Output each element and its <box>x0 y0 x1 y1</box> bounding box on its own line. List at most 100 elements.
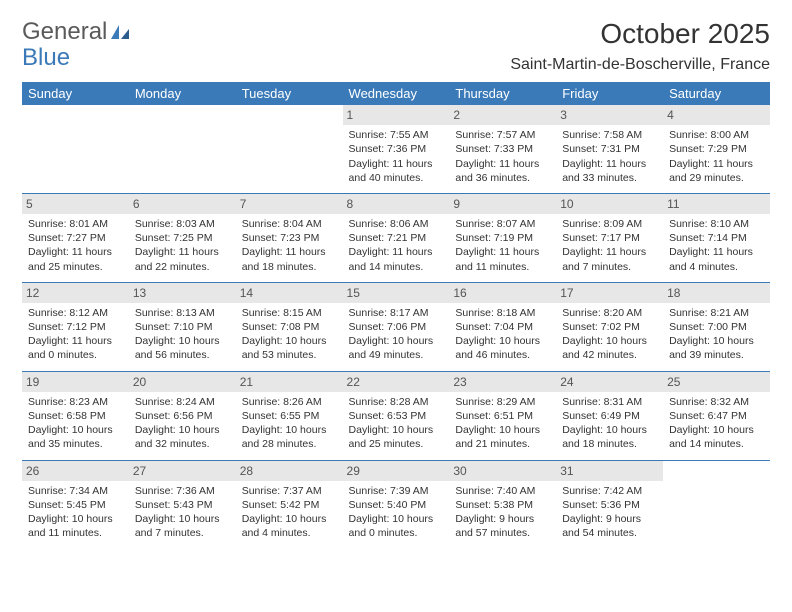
day-number: 18 <box>663 283 770 303</box>
day-number: 29 <box>343 461 450 481</box>
calendar-header-row: SundayMondayTuesdayWednesdayThursdayFrid… <box>22 82 770 105</box>
calendar-day-cell: 20Sunrise: 8:24 AMSunset: 6:56 PMDayligh… <box>129 371 236 460</box>
daylight-line: Daylight: 10 hours and 25 minutes. <box>349 423 444 451</box>
day-number: 31 <box>556 461 663 481</box>
weekday-header: Wednesday <box>343 82 450 105</box>
calendar-day-cell: 13 Sunrise: 8:13 AMSunset: 7:10 PMDayligh… <box>129 282 236 371</box>
header: General October 2025 <box>22 18 770 50</box>
sunset-line: Sunset: 7:27 PM <box>28 231 123 245</box>
day-number: 9 <box>449 194 556 214</box>
sunset-line: Sunset: 7:19 PM <box>455 231 550 245</box>
sunset-line: Sunset: 7:21 PM <box>349 231 444 245</box>
calendar-day-cell: 18Sunrise: 8:21 AMSunset: 7:00 PMDayligh… <box>663 282 770 371</box>
calendar-day-cell: 27Sunrise: 7:36 AMSunset: 5:43 PMDayligh… <box>129 460 236 548</box>
calendar-day-cell: 25Sunrise: 8:32 AMSunset: 6:47 PMDayligh… <box>663 371 770 460</box>
sunset-line: Sunset: 7:31 PM <box>562 142 657 156</box>
sunrise-line: Sunrise: 8:20 AM <box>562 306 657 320</box>
calendar-day-cell <box>663 460 770 548</box>
calendar-body: 1Sunrise: 7:55 AMSunset: 7:36 PMDaylight… <box>22 105 770 548</box>
sunrise-line: Sunrise: 8:18 AM <box>455 306 550 320</box>
day-number: 20 <box>129 372 236 392</box>
daylight-line: Daylight: 10 hours and 35 minutes. <box>28 423 123 451</box>
calendar-day-cell: 19Sunrise: 8:23 AMSunset: 6:58 PMDayligh… <box>22 371 129 460</box>
calendar-day-cell: 8Sunrise: 8:06 AMSunset: 7:21 PMDaylight… <box>343 193 450 282</box>
daylight-line: Daylight: 10 hours and 21 minutes. <box>455 423 550 451</box>
daylight-line: Daylight: 10 hours and 39 minutes. <box>669 334 764 362</box>
day-number: 24 <box>556 372 663 392</box>
weekday-header: Tuesday <box>236 82 343 105</box>
calendar-week-row: 26Sunrise: 7:34 AMSunset: 5:45 PMDayligh… <box>22 460 770 548</box>
day-number: 19 <box>22 372 129 392</box>
sunset-line: Sunset: 7:02 PM <box>562 320 657 334</box>
daylight-line: Daylight: 10 hours and 18 minutes. <box>562 423 657 451</box>
calendar-day-cell: 5Sunrise: 8:01 AMSunset: 7:27 PMDaylight… <box>22 193 129 282</box>
daylight-line: Daylight: 11 hours and 11 minutes. <box>455 245 550 273</box>
daylight-line: Daylight: 11 hours and 29 minutes. <box>669 157 764 185</box>
daylight-line: Daylight: 10 hours and 49 minutes. <box>349 334 444 362</box>
sunrise-line: Sunrise: 7:34 AM <box>28 484 123 498</box>
sunset-line: Sunset: 7:29 PM <box>669 142 764 156</box>
sunset-line: Sunset: 7:10 PM <box>135 320 230 334</box>
title-block: October 2025 <box>600 18 770 50</box>
calendar-day-cell: 31Sunrise: 7:42 AMSunset: 5:36 PMDayligh… <box>556 460 663 548</box>
calendar-day-cell: 1Sunrise: 7:55 AMSunset: 7:36 PMDaylight… <box>343 105 450 193</box>
day-number: 13 <box>129 283 236 303</box>
calendar-day-cell: 16Sunrise: 8:18 AMSunset: 7:04 PMDayligh… <box>449 282 556 371</box>
logo-word-1: General <box>22 18 107 46</box>
logo: General <box>22 18 133 46</box>
sunset-line: Sunset: 6:53 PM <box>349 409 444 423</box>
daylight-line: Daylight: 11 hours and 25 minutes. <box>28 245 123 273</box>
calendar-day-cell: 4Sunrise: 8:00 AMSunset: 7:29 PMDaylight… <box>663 105 770 193</box>
sunrise-line: Sunrise: 7:42 AM <box>562 484 657 498</box>
sunset-line: Sunset: 6:51 PM <box>455 409 550 423</box>
sunrise-line: Sunrise: 8:10 AM <box>669 217 764 231</box>
day-number: 26 <box>22 461 129 481</box>
daylight-line: Daylight: 11 hours and 33 minutes. <box>562 157 657 185</box>
sunrise-line: Sunrise: 8:03 AM <box>135 217 230 231</box>
sunrise-line: Sunrise: 8:28 AM <box>349 395 444 409</box>
day-number: 22 <box>343 372 450 392</box>
calendar-day-cell: 3Sunrise: 7:58 AMSunset: 7:31 PMDaylight… <box>556 105 663 193</box>
sunrise-line: Sunrise: 8:12 AM <box>28 306 123 320</box>
sunrise-line: Sunrise: 8:07 AM <box>455 217 550 231</box>
day-number: 5 <box>22 194 129 214</box>
month-title: October 2025 <box>600 18 770 50</box>
calendar-day-cell: 12Sunrise: 8:12 AMSunset: 7:12 PMDayligh… <box>22 282 129 371</box>
daylight-line: Daylight: 10 hours and 0 minutes. <box>349 512 444 540</box>
day-number: 8 <box>343 194 450 214</box>
calendar-day-cell: 17Sunrise: 8:20 AMSunset: 7:02 PMDayligh… <box>556 282 663 371</box>
sunset-line: Sunset: 6:55 PM <box>242 409 337 423</box>
calendar-day-cell: 30Sunrise: 7:40 AMSunset: 5:38 PMDayligh… <box>449 460 556 548</box>
sunset-line: Sunset: 7:06 PM <box>349 320 444 334</box>
daylight-line: Daylight: 10 hours and 28 minutes. <box>242 423 337 451</box>
weekday-header: Thursday <box>449 82 556 105</box>
sunset-line: Sunset: 7:36 PM <box>349 142 444 156</box>
sunrise-line: Sunrise: 8:31 AM <box>562 395 657 409</box>
sunset-line: Sunset: 5:43 PM <box>135 498 230 512</box>
day-number: 11 <box>663 194 770 214</box>
sunrise-line: Sunrise: 8:26 AM <box>242 395 337 409</box>
logo-word-2: Blue <box>22 44 70 72</box>
daylight-line: Daylight: 10 hours and 11 minutes. <box>28 512 123 540</box>
calendar-week-row: 12Sunrise: 8:12 AMSunset: 7:12 PMDayligh… <box>22 282 770 371</box>
sunrise-line: Sunrise: 7:36 AM <box>135 484 230 498</box>
calendar-day-cell: 24Sunrise: 8:31 AMSunset: 6:49 PMDayligh… <box>556 371 663 460</box>
sail-icon <box>109 23 131 41</box>
day-number: 3 <box>556 105 663 125</box>
sunset-line: Sunset: 5:38 PM <box>455 498 550 512</box>
sunset-line: Sunset: 5:42 PM <box>242 498 337 512</box>
sunset-line: Sunset: 7:12 PM <box>28 320 123 334</box>
weekday-header: Sunday <box>22 82 129 105</box>
day-number: 17 <box>556 283 663 303</box>
daylight-line: Daylight: 10 hours and 56 minutes. <box>135 334 230 362</box>
day-number: 23 <box>449 372 556 392</box>
sunrise-line: Sunrise: 8:15 AM <box>242 306 337 320</box>
day-number: 4 <box>663 105 770 125</box>
day-number: 28 <box>236 461 343 481</box>
sunset-line: Sunset: 6:58 PM <box>28 409 123 423</box>
sunrise-line: Sunrise: 8:13 AM <box>135 306 230 320</box>
sunset-line: Sunset: 7:33 PM <box>455 142 550 156</box>
calendar-day-cell: 7Sunrise: 8:04 AMSunset: 7:23 PMDaylight… <box>236 193 343 282</box>
calendar-week-row: 19Sunrise: 8:23 AMSunset: 6:58 PMDayligh… <box>22 371 770 460</box>
calendar-week-row: 5Sunrise: 8:01 AMSunset: 7:27 PMDaylight… <box>22 193 770 282</box>
